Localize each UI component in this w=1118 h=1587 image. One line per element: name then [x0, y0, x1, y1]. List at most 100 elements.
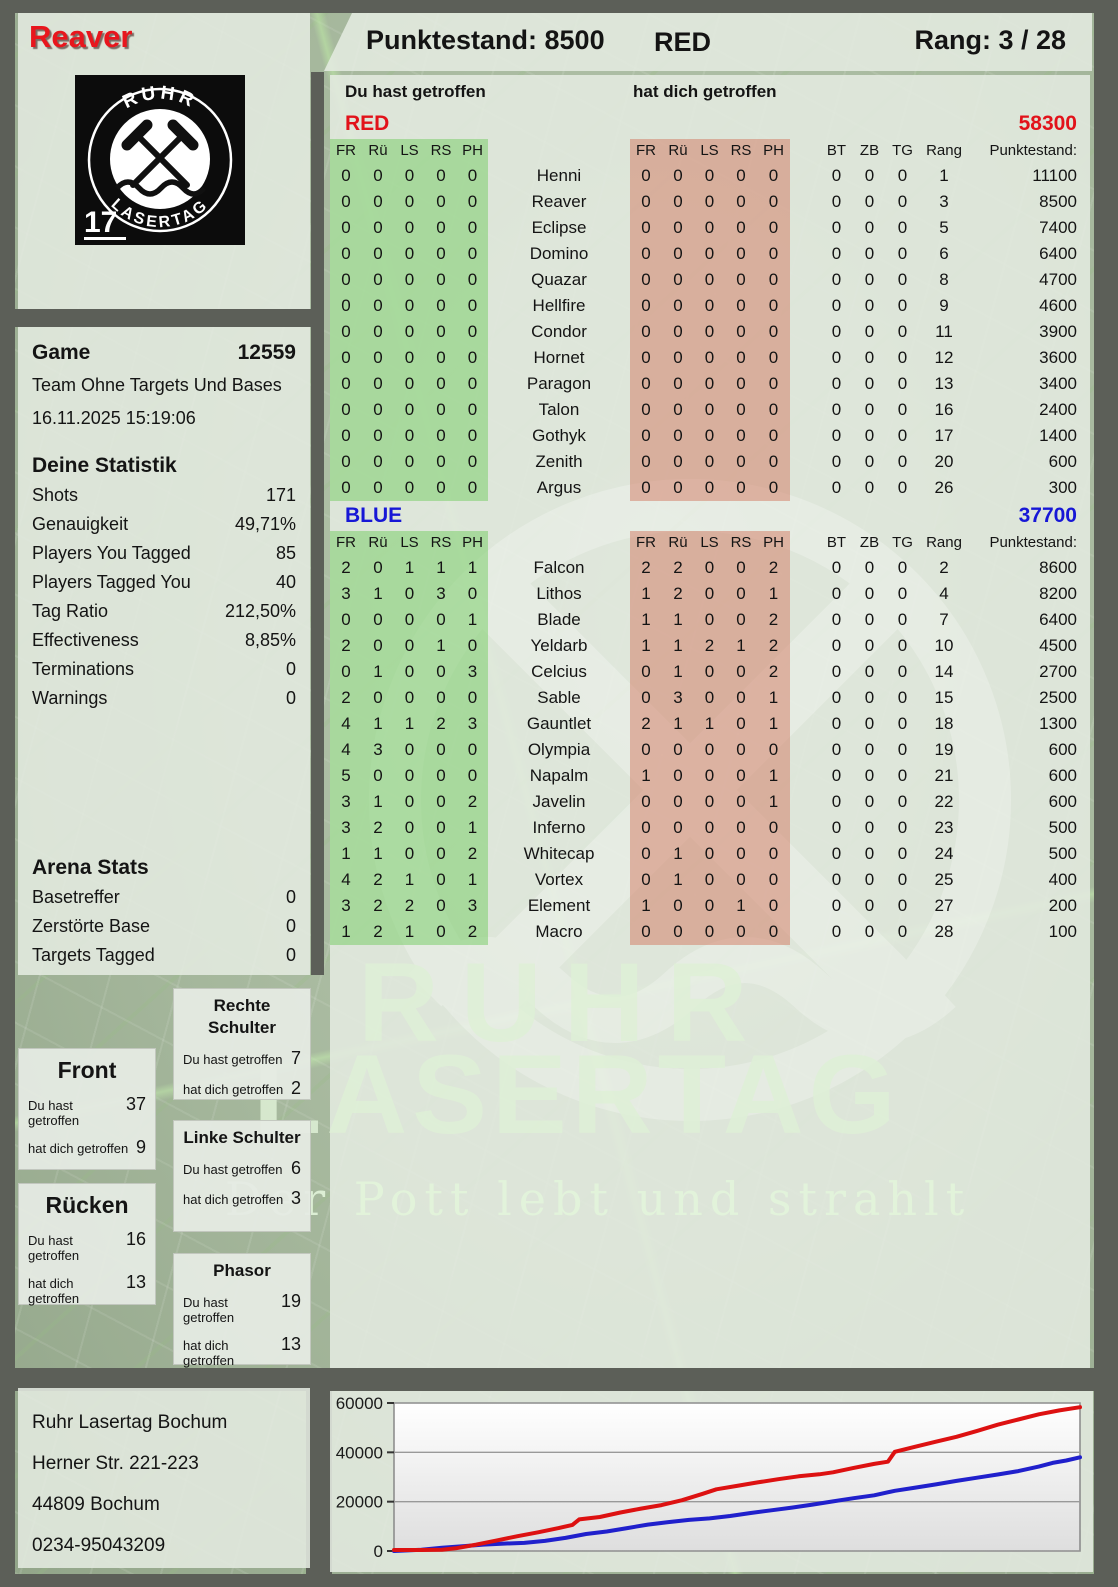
zone-ruecken: Rücken Du hast getroffen 16 hat dich getrof… [18, 1183, 156, 1306]
rang-cell: 4 [939, 584, 949, 603]
player-row: 2 0 0 1 0 Yeldarb 1 1 2 1 2 0 0 0 10 4500 [330, 633, 1077, 659]
them-hit-cell: 0 [768, 896, 779, 915]
extra-cell: 0 [897, 636, 908, 655]
stat-label: Shots [32, 485, 79, 505]
player-name-cell: Paragon [526, 374, 592, 393]
extra-cell: 0 [864, 636, 875, 655]
them-hit-cell: 0 [736, 688, 746, 707]
you-hit-cell: 0 [436, 740, 446, 759]
extra-cell: 0 [897, 166, 908, 185]
you-hit-cell: 0 [436, 478, 446, 497]
col-header: RS [430, 142, 452, 159]
extra-cell: 0 [831, 844, 842, 863]
spacer [790, 841, 820, 867]
you-hit-cell: 0 [373, 766, 383, 785]
extra-cell: 0 [864, 322, 875, 341]
extra-cell: 0 [897, 452, 908, 471]
spacer [790, 319, 820, 345]
you-hit-cell: 2 [467, 844, 478, 863]
extra-cell: 0 [897, 792, 908, 811]
extra-cell: 0 [864, 740, 875, 759]
extra-cell: 0 [897, 374, 908, 393]
player-name-cell: Zenith [535, 452, 583, 471]
zone-front: Front Du hast getroffen 37 hat dich getroff… [18, 1048, 156, 1170]
you-hit-cell: 0 [436, 662, 446, 681]
you-hit-cell: 0 [341, 426, 351, 445]
spacer [790, 685, 820, 711]
zone-them-label: hat dich getroffen [183, 1082, 284, 1097]
game-datetime: 16.11.2025 15:19:06 [32, 408, 196, 428]
them-hit-cell: 1 [736, 636, 746, 655]
your-stats-title: Deine Statistik [32, 454, 177, 477]
you-hit-cell: 0 [341, 662, 351, 681]
you-hit-cell: 0 [373, 636, 383, 655]
zone-them-row: hat dich getroffen 3 [183, 1188, 301, 1209]
you-hit-cell: 0 [341, 400, 351, 419]
score-cell: 200 [1048, 896, 1077, 915]
zone-title: Linke Schulter [183, 1128, 301, 1147]
them-hit-cell: 0 [704, 662, 715, 681]
player-name-cell: Gauntlet [526, 714, 592, 733]
score-cell: 100 [1048, 922, 1077, 941]
stat-value: 40 [275, 572, 296, 592]
you-hit-cell: 0 [467, 740, 478, 759]
extra-cell: 0 [864, 584, 875, 603]
player-name-cell: Element [527, 896, 591, 915]
them-hit-cell: 0 [736, 400, 746, 419]
them-hit-cell: 0 [641, 844, 651, 863]
you-hit-cell: 0 [373, 270, 383, 289]
spacer [790, 189, 820, 215]
them-hit-cell: 0 [641, 218, 651, 237]
player-row: 0 0 0 0 0 Henni 0 0 0 0 0 0 0 0 1 11100 [330, 163, 1077, 189]
them-hit-cell: 0 [641, 348, 651, 367]
you-hit-cell: 0 [436, 896, 446, 915]
player-row: 3 2 0 0 1 Inferno 0 0 0 0 0 0 0 0 23 500 [330, 815, 1077, 841]
team-total: 37700 [1018, 504, 1077, 527]
frame-left [0, 0, 15, 1587]
extra-cell: 0 [897, 400, 908, 419]
you-hits-background [330, 531, 488, 945]
zone-them-value: 3 [290, 1188, 301, 1208]
zone-them-row: hat dich getroffen 9 [28, 1137, 146, 1158]
player-name-cell: Condor [531, 322, 587, 341]
you-hit-cell: 1 [404, 714, 415, 733]
them-hit-cell: 0 [736, 766, 746, 785]
extra-cell: 0 [897, 766, 908, 785]
you-hit-cell: 0 [404, 322, 415, 341]
player-row: 2 0 0 0 0 Sable 0 3 0 0 1 0 0 0 15 2500 [330, 685, 1077, 711]
col-header: PH [462, 142, 483, 159]
you-hit-cell: 0 [404, 740, 415, 759]
stat-row: Effectiveness 8,85% [32, 626, 296, 655]
them-hit-cell: 0 [673, 478, 683, 497]
you-hit-cell: 0 [436, 192, 446, 211]
stat-value: 0 [285, 916, 296, 936]
you-hit-cell: 0 [373, 322, 383, 341]
you-hit-cell: 0 [341, 296, 351, 315]
them-hit-cell: 0 [641, 792, 651, 811]
spacer [790, 163, 820, 189]
your-stats-rows: Shots 171 Genauigkeit 49,71% Players You Tag… [32, 481, 296, 713]
player-row: 0 0 0 0 0 Talon 0 0 0 0 0 0 0 0 16 2400 [330, 397, 1077, 423]
stat-label: Players You Tagged [32, 543, 191, 563]
zone-you-value: 6 [290, 1158, 301, 1178]
stat-row: Players Tagged You 40 [32, 568, 296, 597]
player-row: 4 2 1 0 1 Vortex 0 1 0 0 0 0 0 0 25 400 [330, 867, 1077, 893]
stat-row: Tag Ratio 212,50% [32, 597, 296, 626]
stat-label: Warnings [32, 688, 108, 708]
you-hit-cell: 0 [436, 296, 446, 315]
you-hit-cell: 0 [404, 426, 415, 445]
score-chart-panel: 0 20000 40000 60000 [330, 1391, 1093, 1572]
score-cell: 3600 [1039, 348, 1077, 367]
score-cell: 4600 [1039, 296, 1077, 315]
spacer [790, 815, 820, 841]
them-hit-cell: 2 [641, 558, 651, 577]
score-cell: 500 [1048, 818, 1077, 837]
them-hit-cell: 0 [641, 426, 651, 445]
spacer [790, 633, 820, 659]
extra-cell: 0 [897, 922, 908, 941]
you-hit-cell: 2 [373, 870, 383, 889]
zone-you-row: Du hast getroffen 19 [183, 1291, 301, 1325]
player-name-cell: Inferno [532, 818, 586, 837]
address-line: Herner Str. 221-223 [32, 1453, 199, 1474]
them-hit-cell: 0 [641, 478, 651, 497]
